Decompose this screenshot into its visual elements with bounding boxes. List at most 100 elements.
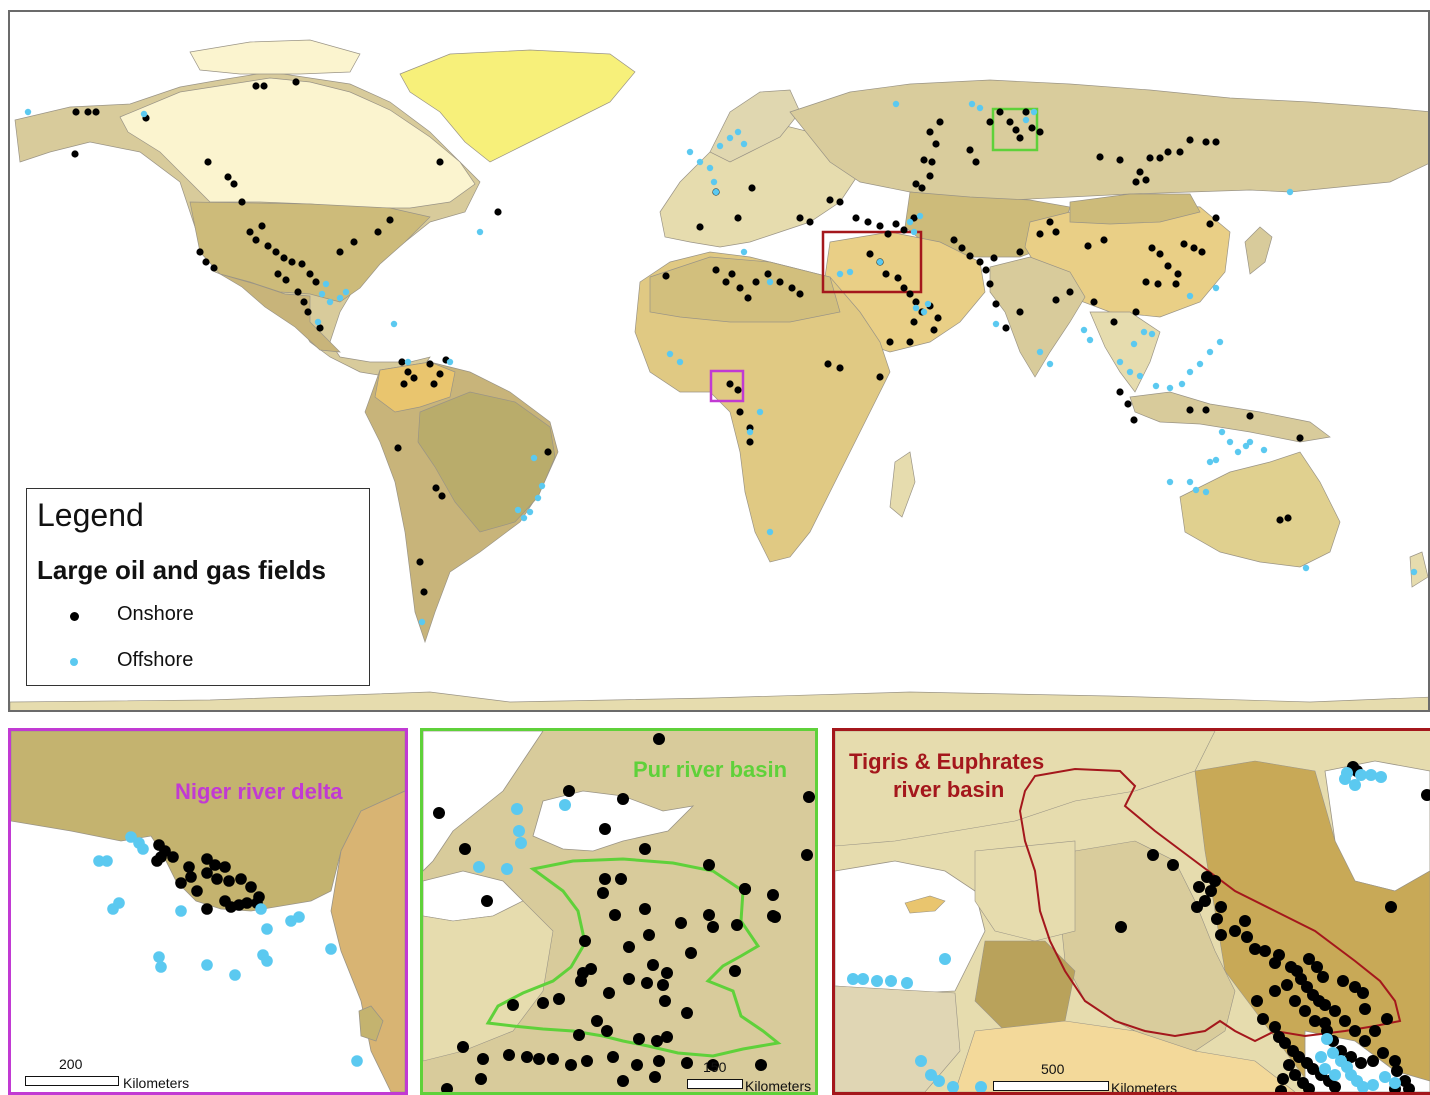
onshore-field-marker	[647, 959, 659, 971]
offshore-field-marker	[140, 110, 148, 118]
onshore-field-marker	[1028, 124, 1036, 132]
onshore-field-marker	[1215, 901, 1227, 913]
offshore-field-marker	[906, 218, 914, 226]
onshore-field-marker	[1212, 138, 1220, 146]
onshore-field-marker	[1211, 913, 1223, 925]
onshore-field-marker	[400, 380, 408, 388]
onshore-field-marker	[1198, 248, 1206, 256]
onshore-field-marker	[475, 1073, 487, 1085]
onshore-field-marker	[1142, 278, 1150, 286]
offshore-field-marker	[1116, 358, 1124, 366]
legend-item-onshore: Onshore	[37, 603, 337, 629]
onshore-field-marker	[928, 158, 936, 166]
onshore-field-marker	[459, 843, 471, 855]
offshore-field-marker	[915, 1055, 927, 1067]
onshore-field-marker	[196, 248, 204, 256]
onshore-field-marker	[260, 82, 268, 90]
onshore-field-marker	[167, 851, 179, 863]
legend-subtitle: Large oil and gas fields	[37, 555, 326, 585]
onshore-field-marker	[966, 252, 974, 260]
offshore-field-marker	[446, 358, 454, 366]
offshore-field-marker	[1242, 442, 1250, 450]
onshore-field-marker	[1190, 244, 1198, 252]
pur-inset-canvas	[423, 731, 815, 1092]
onshore-field-marker	[986, 118, 994, 126]
offshore-field-marker	[1302, 564, 1310, 572]
onshore-field-marker	[1289, 995, 1301, 1007]
offshore-field-marker	[530, 454, 538, 462]
offshore-field-marker	[912, 304, 920, 312]
scale-bar-pur	[687, 1079, 743, 1089]
brazil-land	[417, 391, 556, 533]
onshore-field-marker	[1100, 236, 1108, 244]
onshore-field-marker	[1303, 953, 1315, 965]
offshore-field-marker	[710, 178, 718, 186]
onshore-field-marker	[394, 444, 402, 452]
offshore-field-marker	[418, 618, 426, 626]
onshore-field-marker	[918, 184, 926, 192]
onshore-field-marker	[1193, 881, 1205, 893]
world-map-canvas	[10, 39, 1428, 710]
offshore-field-marker	[1186, 368, 1194, 376]
antarctica-land	[10, 691, 1428, 710]
offshore-field-marker	[113, 897, 125, 909]
onshore-field-marker	[1090, 298, 1098, 306]
offshore-field-marker	[93, 855, 105, 867]
offshore-field-marker	[1367, 1079, 1379, 1091]
saudi-arabia-land	[954, 1020, 1296, 1092]
onshore-field-marker	[601, 1025, 613, 1037]
canadian-arctic-islands	[189, 39, 361, 75]
onshore-field-marker	[201, 853, 213, 865]
onshore-field-marker	[1016, 308, 1024, 316]
offshore-field-marker	[137, 843, 149, 855]
onshore-field-marker	[703, 909, 715, 921]
onshore-field-marker	[653, 1055, 665, 1067]
offshore-field-marker	[153, 951, 165, 963]
offshore-field-marker	[342, 288, 350, 296]
onshore-field-marker	[420, 588, 428, 596]
offshore-field-marker	[1212, 456, 1220, 464]
onshore-field-marker	[441, 1083, 453, 1092]
onshore-field-marker	[350, 238, 358, 246]
onshore-field-marker	[258, 222, 266, 230]
southeast-asia-land	[1089, 311, 1161, 393]
russia-land	[789, 79, 1428, 201]
onshore-field-marker	[982, 266, 990, 274]
offshore-field-marker	[513, 825, 525, 837]
onshore-field-marker	[681, 1007, 693, 1019]
onshore-field-marker	[623, 941, 635, 953]
offshore-field-marker	[1136, 372, 1144, 380]
onshore-field-marker	[1156, 154, 1164, 162]
onshore-field-marker	[264, 242, 272, 250]
offshore-field-marker	[1086, 336, 1094, 344]
onshore-field-marker	[245, 881, 257, 893]
onshore-field-marker	[92, 108, 100, 116]
onshore-field-marker	[599, 873, 611, 885]
offshore-field-marker	[871, 975, 883, 987]
onshore-field-marker	[533, 1053, 545, 1065]
onshore-field-marker	[801, 849, 813, 861]
onshore-field-marker	[336, 248, 344, 256]
onshore-field-marker	[748, 184, 756, 192]
offshore-field-marker	[1166, 478, 1174, 486]
onshore-field-marker	[416, 558, 424, 566]
offshore-field-marker	[261, 923, 273, 935]
offshore-field-marker	[1315, 1051, 1327, 1063]
offshore-field-marker	[390, 320, 398, 328]
onshore-field-marker	[1116, 156, 1124, 164]
onshore-field-marker	[573, 1029, 585, 1041]
onshore-field-marker	[662, 272, 670, 280]
onshore-field-marker	[1329, 1081, 1341, 1092]
offshore-field-marker	[836, 270, 844, 278]
onshore-field-marker	[910, 318, 918, 326]
onshore-field-marker	[643, 929, 655, 941]
onshore-field-marker	[1377, 1047, 1389, 1059]
onshore-field-marker	[1319, 999, 1331, 1011]
onshore-field-marker	[996, 108, 1004, 116]
offshore-field-marker	[740, 140, 748, 148]
scale-unit-tigris: Kilometers	[1111, 1080, 1178, 1095]
onshore-field-marker	[481, 895, 493, 907]
usa-land	[189, 201, 431, 303]
offshore-field-marker	[1246, 438, 1254, 446]
inset-niger-delta: Niger river delta 200 Kilometers	[8, 728, 408, 1095]
